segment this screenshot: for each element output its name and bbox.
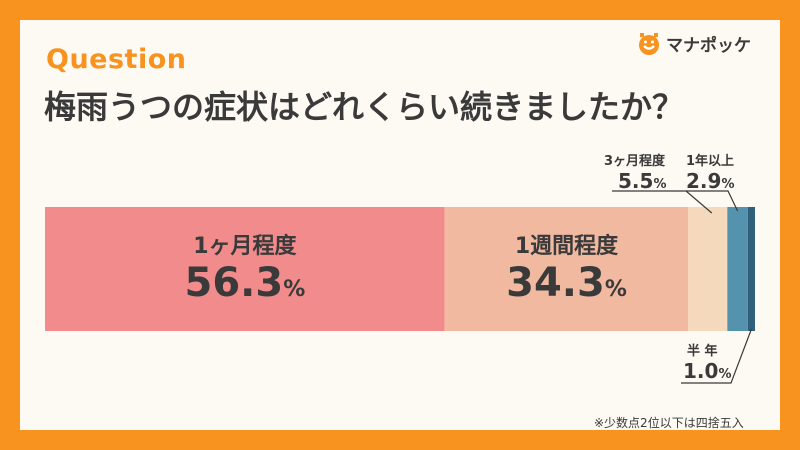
value-label: 34.3%: [506, 260, 627, 306]
segment-label-1-week: 1週間程度 34.3%: [506, 228, 627, 313]
bar-1-week: [444, 207, 689, 331]
leader-lines: [612, 190, 753, 384]
callout-half-year: 半 年 1.0%: [683, 340, 731, 387]
category-label: 1週間程度: [514, 234, 619, 259]
bar-3-months: [688, 207, 728, 331]
value-label: 5.5%: [618, 169, 667, 193]
bar-group: [45, 207, 755, 331]
question-label: Question: [46, 44, 187, 75]
category-label: 1年以上: [686, 154, 735, 169]
brand-name: マナポッケ: [666, 35, 751, 56]
callout-1-year: 1年以上 2.9%: [686, 150, 734, 197]
value-label: 2.9%: [686, 169, 735, 193]
value-label: 56.3%: [184, 260, 306, 306]
brand-logo: マナポッケ: [636, 30, 751, 56]
footnote: ※少数点2位以下は四捨五入: [594, 416, 744, 430]
segment-label-1-month: 1ヶ月程度 56.3%: [184, 228, 305, 313]
category-label: 1ヶ月程度: [193, 234, 297, 259]
callout-3-months: 3ヶ月程度 5.5%: [604, 150, 666, 197]
leader-1-year: [686, 190, 739, 212]
manapokke-logo-icon: [639, 33, 659, 55]
bar-1-month: [45, 207, 445, 331]
category-label: 3ヶ月程度: [604, 154, 666, 169]
value-label: 1.0%: [683, 359, 732, 383]
bar-1-year: [727, 207, 748, 331]
bar-half-year: [747, 207, 755, 331]
category-label: 半 年: [687, 344, 718, 359]
page-title: 梅雨うつの症状はどれくらい続きましたか？: [44, 88, 685, 126]
leader-half-year: [681, 328, 753, 384]
